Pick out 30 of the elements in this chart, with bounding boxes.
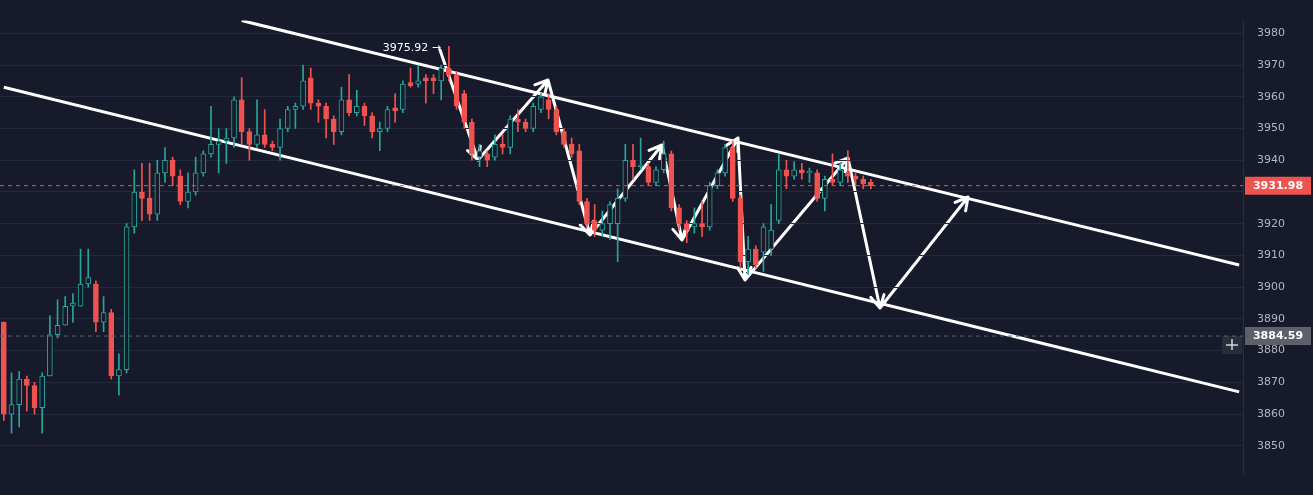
y-tick-label: 3890 [1257, 311, 1285, 325]
candlestick [637, 137, 644, 171]
candlestick [116, 353, 122, 396]
y-tick-label: 3870 [1257, 375, 1285, 389]
candlestick [215, 128, 222, 174]
candlestick [85, 248, 92, 288]
candlestick [208, 105, 214, 158]
candlestick [699, 201, 705, 237]
y-tick-label: 3960 [1257, 89, 1285, 103]
y-tick-label: 3880 [1257, 343, 1285, 357]
candlestick [70, 293, 76, 323]
ref-line-label: 3931.98 [1252, 178, 1304, 192]
ref-line-label: 3884.59 [1252, 328, 1304, 342]
candlestick [423, 74, 429, 104]
candlestick [254, 99, 260, 148]
annotation: 3975.92 → [382, 41, 441, 55]
y-tick-label: 3910 [1257, 248, 1285, 262]
y-tick-label: 3940 [1257, 153, 1285, 167]
candlestick [630, 144, 636, 180]
y-tick-label: 3970 [1257, 57, 1285, 71]
y-tick-label: 3920 [1257, 216, 1285, 230]
y-tick-label: 3850 [1257, 438, 1285, 452]
candlestick [24, 375, 30, 412]
y-tick-label: 3860 [1257, 406, 1285, 420]
candlestick [798, 163, 805, 180]
y-tick-label: 3900 [1257, 280, 1285, 294]
candlestick [261, 109, 268, 148]
y-tick-label: 3980 [1257, 26, 1285, 40]
y-tick-label: 3950 [1257, 121, 1285, 135]
candlestick [376, 121, 383, 152]
